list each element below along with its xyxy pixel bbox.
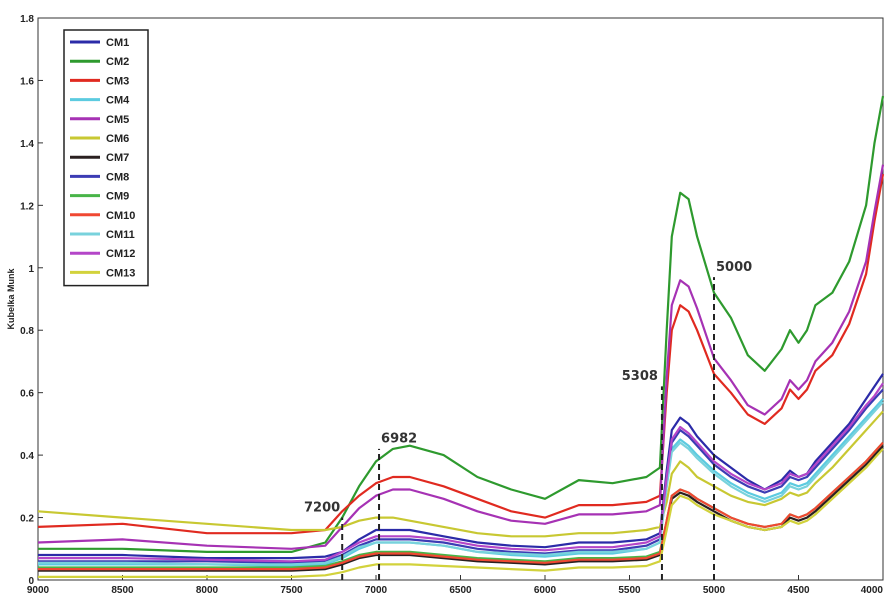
series-line-cm10 (38, 441, 884, 571)
legend-label-cm7: CM7 (106, 152, 129, 164)
series-lines (37, 95, 885, 578)
plot-frame (37, 17, 884, 581)
y-tick-label: 1.6 (20, 76, 34, 87)
series-line-cm2 (38, 95, 885, 553)
legend-label-cm13: CM13 (106, 267, 135, 279)
x-tick-label: 8000 (196, 585, 219, 596)
x-tick-label: 9000 (27, 585, 50, 596)
legend-label-cm9: CM9 (106, 191, 129, 203)
x-tick-label: 5000 (703, 585, 726, 596)
y-tick-label: 1.2 (20, 201, 34, 212)
series-line-cm13 (38, 448, 884, 578)
legend-label-cm10: CM10 (106, 210, 135, 222)
y-tick-label: 0.4 (20, 451, 34, 462)
x-axis: 9000 8500 8000 7500 7000 6500 6000 5500 5000 4500… (27, 575, 884, 596)
y-tick-label: 0 (28, 576, 34, 587)
x-tick-label: 6500 (449, 585, 472, 596)
y-tick-label: 0.8 (20, 326, 34, 337)
series-line-cm5 (37, 164, 885, 550)
x-tick-label: 7500 (280, 585, 303, 596)
y-axis-label: Kubelka Munk (6, 268, 16, 330)
legend-label-cm8: CM8 (106, 171, 129, 183)
legend-label-cm12: CM12 (106, 248, 135, 260)
y-tick-label: 1.4 (20, 139, 34, 150)
series-line-cm12 (38, 382, 884, 563)
x-tick-label: 4500 (787, 585, 810, 596)
annotation-label-5308: 5308 (622, 369, 658, 384)
x-tick-label: 7000 (365, 585, 388, 596)
legend-label-cm6: CM6 (106, 133, 129, 145)
legend-label-cm11: CM11 (106, 229, 135, 241)
x-tick-label: 6000 (534, 585, 557, 596)
x-tick-label: 8500 (111, 585, 134, 596)
x-tick-label: 5500 (618, 585, 641, 596)
annotations: 7200 6982 5308 5000 (304, 260, 752, 580)
series-line-cm6 (37, 410, 884, 538)
annotation-label-6982: 6982 (381, 432, 417, 447)
y-tick-label: 0.2 (20, 514, 34, 525)
annotation-label-7200: 7200 (304, 500, 340, 515)
y-axis: 0 0.2 0.4 0.6 0.8 1 1.2 1.4 1.6 1.8 (20, 14, 43, 587)
legend-label-cm1: CM1 (106, 37, 129, 49)
legend: CM1 CM2 CM3 CM4 CM5 CM6 CM7 CM8 CM9 CM10 CM11 CM12 C… (63, 29, 149, 287)
y-tick-label: 1 (28, 264, 34, 275)
legend-label-cm5: CM5 (106, 114, 129, 126)
legend-label-cm4: CM4 (106, 95, 130, 107)
y-tick-label: 0.6 (20, 389, 34, 400)
legend-label-cm2: CM2 (106, 56, 129, 68)
legend-label-cm3: CM3 (106, 75, 129, 87)
annotation-label-5000: 5000 (716, 260, 752, 275)
x-tick-label: 4000 (861, 585, 884, 596)
y-tick-label: 1.8 (20, 14, 34, 25)
